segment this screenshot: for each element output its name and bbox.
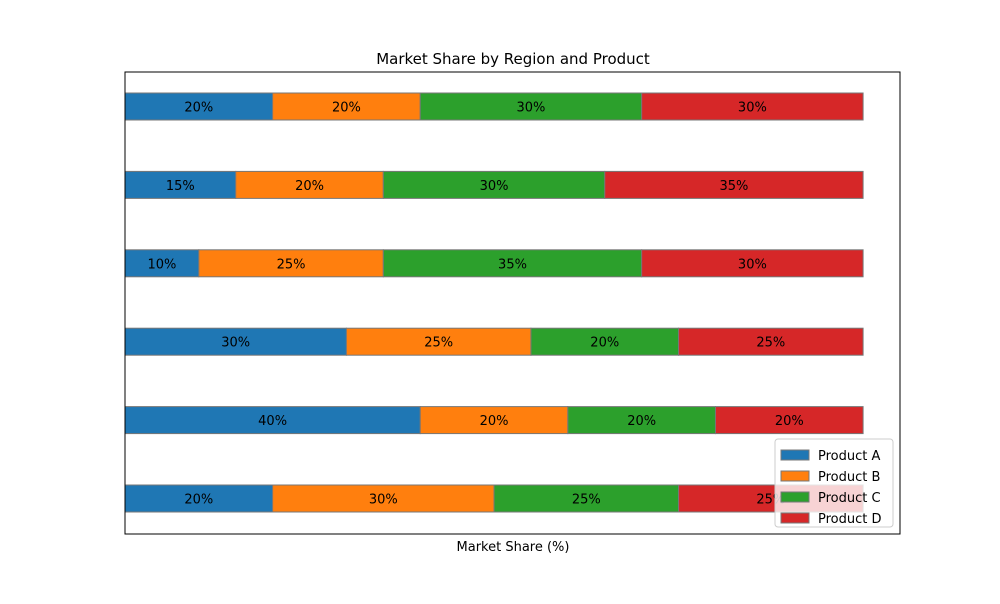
data-label-row-2-series-1: 15% — [166, 179, 195, 194]
bar-segment-product-b-row-4 — [345, 327, 532, 356]
bar-segment-product-b-row-2 — [235, 170, 384, 199]
bar-segment-product-b-row-3 — [198, 249, 384, 278]
bar-segment-product-d-row-4 — [678, 327, 864, 356]
bar-segment-product-d-row-2 — [604, 170, 864, 199]
bar-segment-product-a-row-2 — [124, 170, 237, 199]
data-label-row-1-series-2: 20% — [332, 101, 361, 116]
bar-segment-product-c-row-6 — [493, 484, 680, 513]
data-label-row-6-series-1: 20% — [184, 493, 213, 508]
legend-label-1: Product A — [818, 449, 880, 464]
legend-label-3: Product C — [818, 491, 881, 506]
bar-segment-product-b-row-5 — [419, 406, 569, 435]
bar-segment-product-a-row-6 — [124, 484, 274, 513]
data-label-row-3-series-1: 10% — [147, 257, 176, 272]
data-label-row-4-series-3: 20% — [590, 336, 619, 351]
legend-swatch-4 — [780, 512, 810, 524]
data-label-row-5-series-3: 20% — [627, 414, 656, 429]
data-label-row-5-series-4: 20% — [775, 414, 804, 429]
bar-segment-product-b-row-1 — [272, 92, 421, 121]
bar-segment-product-d-row-1 — [641, 92, 864, 121]
chart-title: Market Share by Region and Product — [376, 50, 650, 68]
bar-segment-product-d-row-3 — [641, 249, 864, 278]
data-label-row-6-series-3: 25% — [572, 493, 601, 508]
legend-label-4: Product D — [818, 512, 882, 527]
legend: Product A Product B Product C Product D — [774, 438, 894, 528]
bars-group: 20% 20% 30% 30% 15% 20% 30% 35% 10% 25% 35% 30% 30% 2… — [124, 92, 864, 513]
data-label-row-6-series-2: 30% — [369, 493, 398, 508]
data-label-row-4-series-2: 25% — [424, 336, 453, 351]
data-label-row-3-series-2: 25% — [277, 257, 306, 272]
data-label-row-2-series-3: 30% — [480, 179, 509, 194]
bar-segment-product-c-row-2 — [382, 170, 606, 199]
data-label-row-5-series-2: 20% — [480, 414, 509, 429]
legend-swatch-3 — [780, 491, 810, 503]
legend-box — [774, 438, 894, 528]
data-label-row-1-series-4: 30% — [738, 101, 767, 116]
data-label-row-4-series-4: 25% — [756, 336, 785, 351]
x-axis-label: Market Share (%) — [457, 540, 570, 555]
data-label-row-1-series-1: 20% — [184, 101, 213, 116]
data-label-row-1-series-3: 30% — [516, 101, 545, 116]
bar-segment-product-c-row-1 — [419, 92, 643, 121]
data-label-row-5-series-1: 40% — [258, 414, 287, 429]
bar-segment-product-c-row-5 — [567, 406, 716, 435]
bar-segment-product-b-row-6 — [272, 484, 495, 513]
bar-segment-product-a-row-4 — [124, 327, 347, 356]
data-label-row-4-series-1: 30% — [221, 336, 250, 351]
data-label-row-2-series-4: 35% — [719, 179, 748, 194]
data-label-row-3-series-4: 30% — [738, 257, 767, 272]
legend-label-2: Product B — [818, 470, 880, 485]
data-label-row-3-series-3: 35% — [498, 257, 527, 272]
plot-frame — [124, 71, 901, 535]
legend-swatch-1 — [780, 449, 810, 461]
bar-segment-product-d-row-5 — [714, 406, 864, 435]
legend-swatch-2 — [780, 470, 810, 482]
bar-segment-product-a-row-1 — [124, 92, 274, 121]
data-label-row-2-series-2: 20% — [295, 179, 324, 194]
